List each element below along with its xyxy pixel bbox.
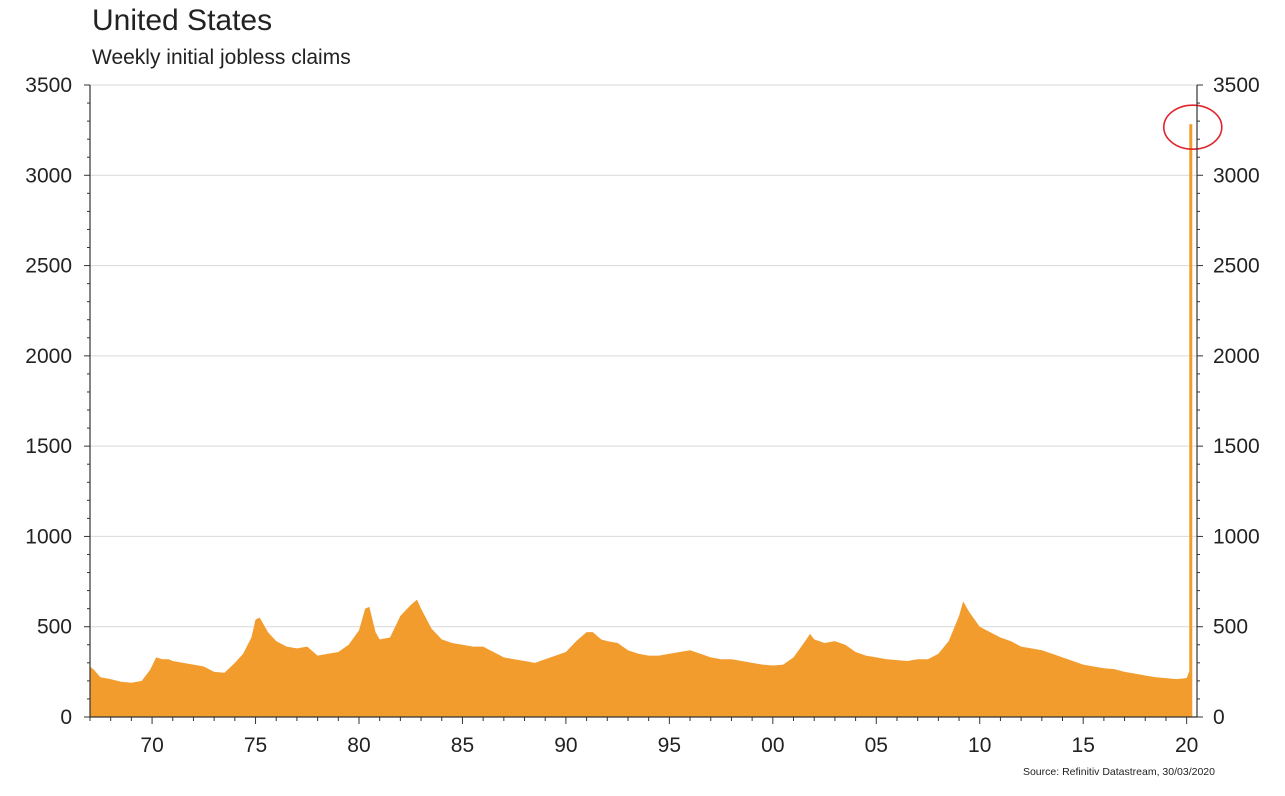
source-note: Source: Refinitiv Datastream, 30/03/2020 <box>1022 766 1215 778</box>
y-tick-label-right: 2500 <box>1213 255 1260 278</box>
y-tick-label-left: 2500 <box>25 255 72 278</box>
y-tick-label-right: 2000 <box>1213 345 1260 368</box>
x-tick-label: 10 <box>968 734 991 757</box>
x-tick-label: 80 <box>347 734 370 757</box>
y-tick-label-right: 500 <box>1213 616 1248 639</box>
y-tick-label-left: 1500 <box>25 435 72 458</box>
x-tick-label: 70 <box>140 734 163 757</box>
x-tick-label: 90 <box>554 734 577 757</box>
jobless-claims-area <box>90 599 1190 717</box>
x-tick-label: 05 <box>865 734 888 757</box>
chart-subtitle: Weekly initial jobless claims <box>92 46 351 69</box>
y-tick-label-right: 0 <box>1213 706 1225 729</box>
x-tick-label: 20 <box>1175 734 1198 757</box>
chart-title: United States <box>92 4 273 37</box>
highlight-circle <box>1162 104 1223 150</box>
spike-bar <box>1189 124 1193 717</box>
y-tick-label-left: 3000 <box>25 164 72 187</box>
y-tick-label-left: 2000 <box>25 345 72 368</box>
x-tick-label: 85 <box>451 734 474 757</box>
y-tick-label-right: 3500 <box>1213 74 1260 97</box>
y-tick-label-left: 500 <box>37 616 72 639</box>
y-tick-label-right: 1000 <box>1213 525 1260 548</box>
y-tick-label-left: 3500 <box>25 74 72 97</box>
x-tick-label: 00 <box>761 734 784 757</box>
y-tick-label-left: 1000 <box>25 525 72 548</box>
x-tick-label: 75 <box>244 734 267 757</box>
y-tick-label-left: 0 <box>60 706 72 729</box>
y-tick-label-right: 3000 <box>1213 164 1260 187</box>
x-tick-label: 15 <box>1072 734 1095 757</box>
y-tick-label-right: 1500 <box>1213 435 1260 458</box>
x-tick-label: 95 <box>658 734 681 757</box>
